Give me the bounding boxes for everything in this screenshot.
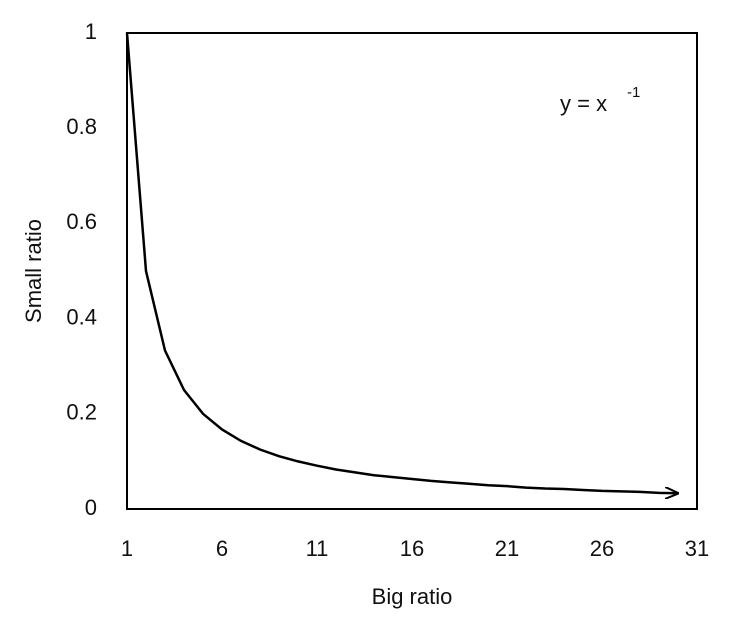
x-tick-label: 6 — [216, 536, 228, 561]
annotation: y = x — [560, 91, 607, 116]
line — [125, 32, 678, 493]
y-tick-label: 1 — [85, 19, 97, 44]
y-tick-label: 0.6 — [66, 209, 97, 234]
annotation-superscript: -1 — [627, 84, 640, 101]
x-axis-title: Big ratio — [372, 584, 453, 609]
x-tick-label: 21 — [495, 536, 519, 561]
y-tick-label: 0.8 — [66, 114, 97, 139]
x-tick-label: 11 — [306, 536, 329, 561]
y-tick-label: 0.4 — [66, 304, 97, 329]
y-tick-label: 0.2 — [66, 400, 97, 425]
plot-frame — [126, 32, 698, 510]
y-axis-title: Small ratio — [21, 219, 46, 323]
x-tick-label: 1 — [121, 536, 133, 561]
y-tick-label: 0 — [85, 495, 97, 520]
x-tick-label: 16 — [400, 536, 424, 561]
x-tick-label: 31 — [685, 536, 709, 561]
x-tick-label: 26 — [590, 536, 614, 561]
